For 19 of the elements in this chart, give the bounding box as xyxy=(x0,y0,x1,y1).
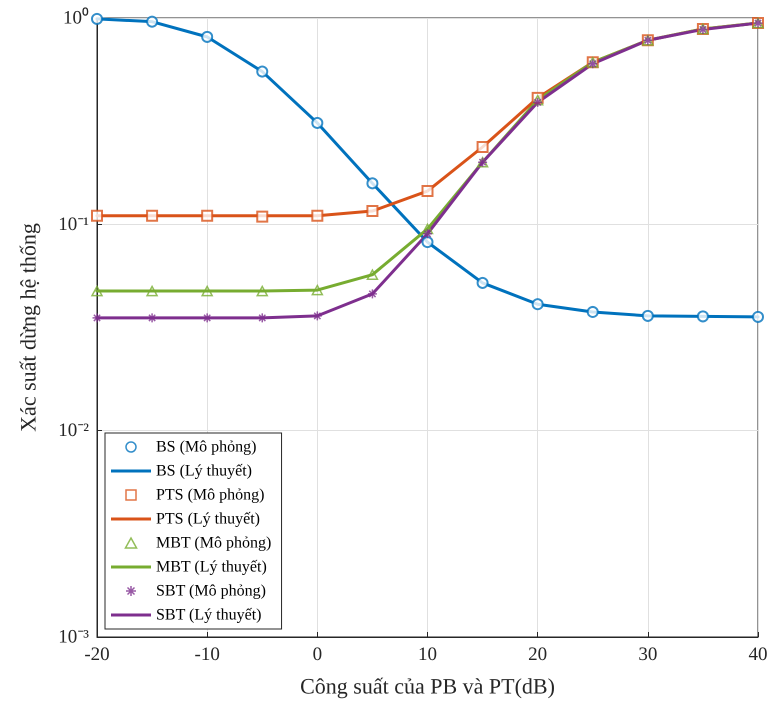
y-tick-label: 10⁻¹ xyxy=(58,214,90,235)
x-tick-label: -10 xyxy=(194,644,220,665)
y-tick-label: 10⁰ xyxy=(63,6,89,28)
legend-label: MBT (Mô phỏng) xyxy=(156,534,272,552)
x-tick-label: 0 xyxy=(312,644,322,665)
x-tick-label: 40 xyxy=(748,644,768,665)
legend-label: BS (Lý thuyết) xyxy=(156,462,252,480)
y-tick-label: 10⁻² xyxy=(58,420,90,442)
legend-label: PTS (Lý thuyết) xyxy=(156,510,260,528)
legend-label: PTS (Mô phỏng) xyxy=(156,486,264,504)
x-tick-label: 10 xyxy=(418,644,437,665)
x-tick-label: 30 xyxy=(638,644,658,665)
legend-label: SBT (Lý thuyết) xyxy=(156,606,262,624)
legend-label: MBT (Lý thuyết) xyxy=(156,558,267,576)
legend-label: BS (Mô phỏng) xyxy=(156,438,256,456)
x-tick-label: 20 xyxy=(528,644,548,665)
x-axis-title: Công suất của PB và PT(dB) xyxy=(300,674,555,698)
y-axis-title: Xác suất dừng hệ thống xyxy=(16,223,40,432)
legend-label: SBT (Mô phỏng) xyxy=(156,582,266,600)
